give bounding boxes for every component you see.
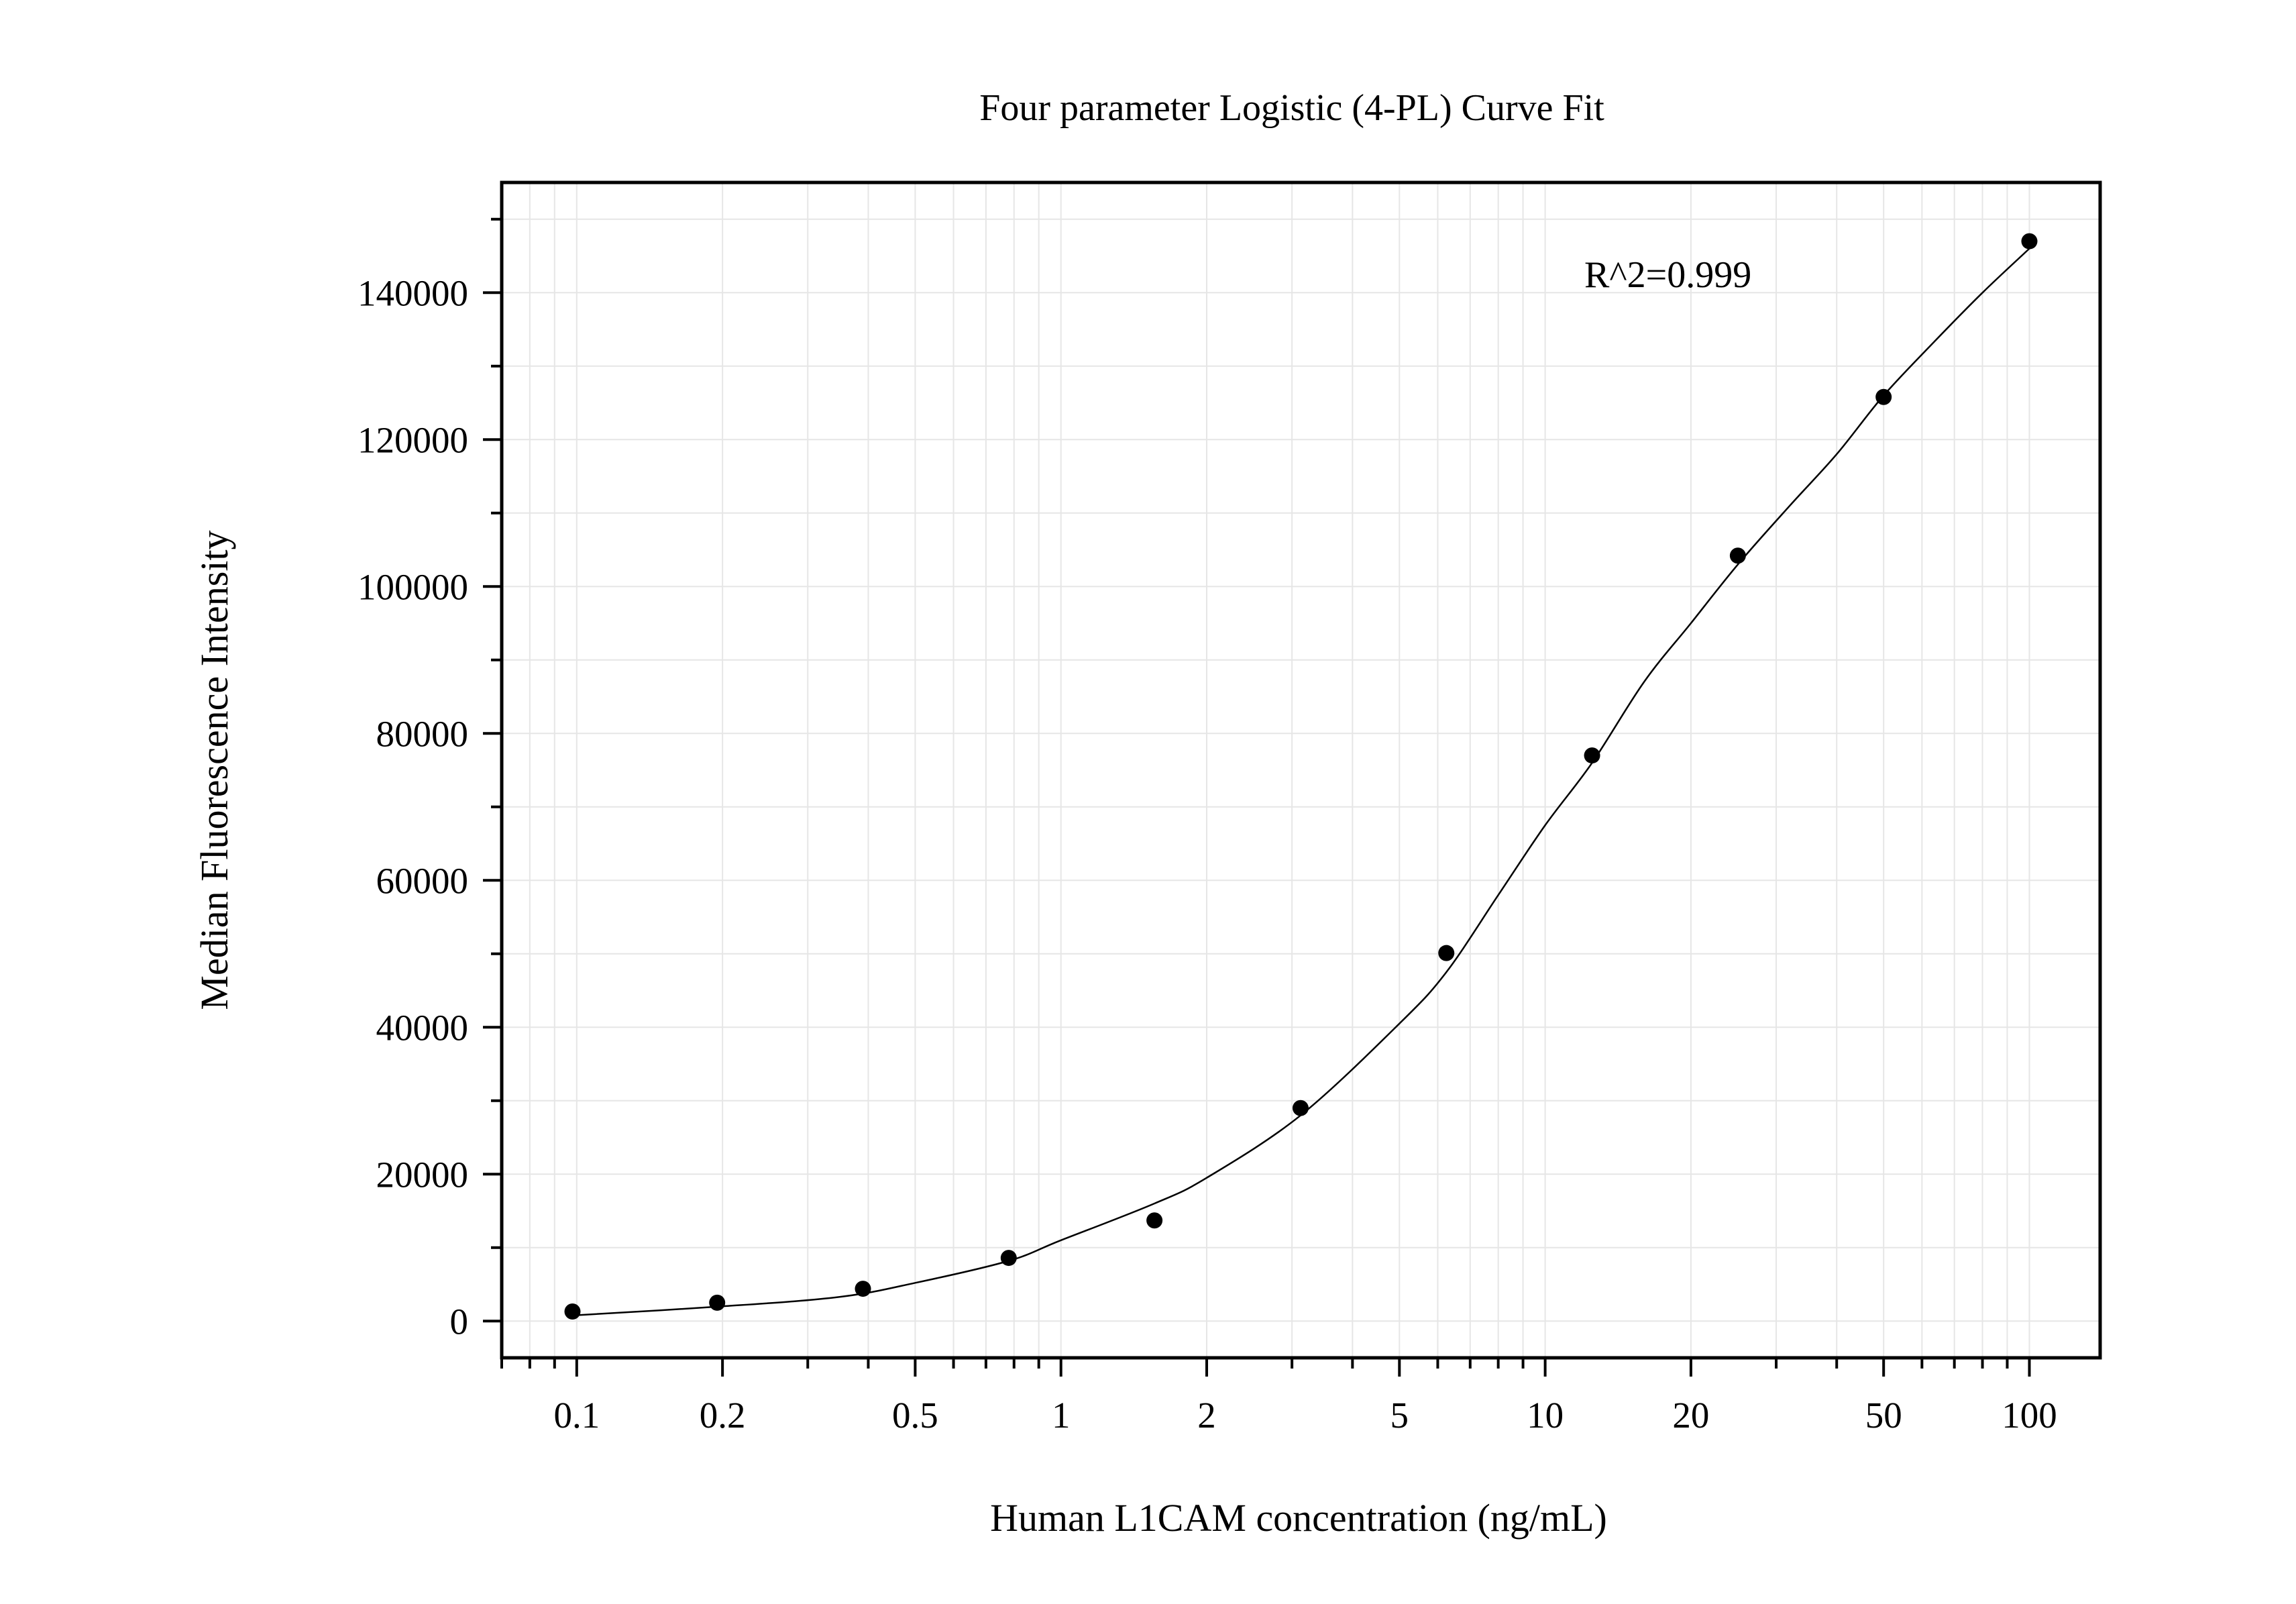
x-axis-label: Human L1CAM concentration (ng/mL) <box>990 1496 1607 1540</box>
x-tick-label: 10 <box>1527 1395 1564 1436</box>
data-point <box>709 1294 726 1311</box>
x-tick-label: 0.1 <box>553 1395 600 1436</box>
data-point <box>2021 233 2038 250</box>
data-point <box>1584 747 1600 764</box>
x-tick-label: 2 <box>1197 1395 1216 1436</box>
chart-title: Four parameter Logistic (4-PL) Curve Fit <box>979 87 1604 129</box>
y-tick-label: 100000 <box>358 566 468 607</box>
data-point <box>564 1303 581 1320</box>
data-point <box>1438 945 1455 961</box>
y-tick-label: 60000 <box>376 860 469 901</box>
data-point <box>1292 1100 1309 1116</box>
x-tick-label: 100 <box>2002 1395 2057 1436</box>
y-tick-label: 80000 <box>376 713 469 754</box>
x-tick-label: 50 <box>1865 1395 1902 1436</box>
y-tick-label: 20000 <box>376 1154 469 1195</box>
y-axis-label: Median Fluorescence Intensity <box>193 530 236 1010</box>
ticks <box>483 217 2031 1377</box>
x-tick-label: 5 <box>1390 1395 1409 1436</box>
plot-frame <box>500 180 2102 1360</box>
x-tick-label: 20 <box>1672 1395 1709 1436</box>
tick-labels: 0.1 0.2 0.5 1 2 5 10 20 50 100 0 20000 40000 60000 800… <box>358 272 2057 1436</box>
y-tick-label: 40000 <box>376 1007 469 1048</box>
data-point <box>1729 547 1746 564</box>
grid <box>501 182 2100 1358</box>
y-tick-label: 120000 <box>358 419 468 460</box>
data-point <box>1000 1250 1017 1267</box>
y-tick-label: 140000 <box>358 272 468 313</box>
x-tick-label: 0.5 <box>892 1395 938 1436</box>
r-squared-annotation: R^2=0.999 <box>1584 254 1751 296</box>
data-points <box>564 233 2038 1320</box>
data-point <box>1875 388 1892 405</box>
x-tick-label: 0.2 <box>700 1395 746 1436</box>
data-point <box>855 1281 871 1297</box>
y-tick-label: 0 <box>450 1301 469 1342</box>
data-point <box>1146 1212 1163 1229</box>
x-tick-label: 1 <box>1052 1395 1071 1436</box>
fit-curve <box>576 248 2030 1316</box>
